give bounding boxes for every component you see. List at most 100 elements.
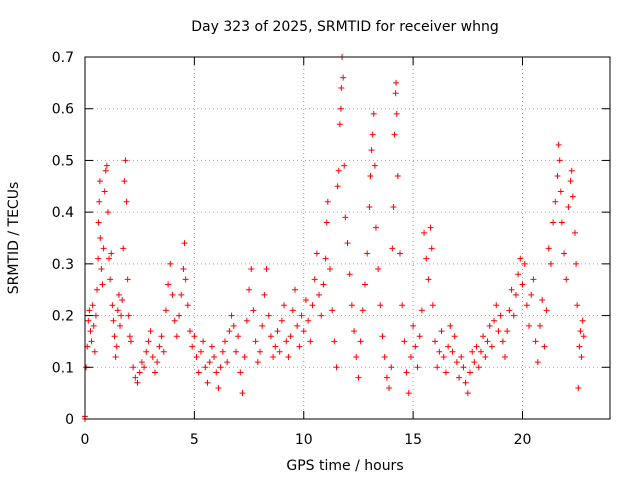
data-point [85,317,92,324]
data-point [160,348,167,355]
data-point [370,110,377,117]
data-point [506,307,513,314]
data-point [558,219,565,226]
data-point [171,317,178,324]
data-point [379,333,386,340]
data-point [327,266,333,273]
data-point [469,348,476,355]
data-point [217,364,224,371]
data-point [323,219,330,226]
data-point [254,359,261,366]
data-point [541,343,548,350]
data-point [300,328,307,335]
data-point [91,348,98,355]
data-point [340,74,347,81]
data-point [138,359,145,366]
data-point [447,322,454,329]
data-point [563,276,570,283]
data-point [464,390,471,397]
plot-frame [84,56,611,420]
data-point [471,359,478,366]
data-point [543,307,550,314]
data-point [259,322,266,329]
data-point [475,364,482,371]
data-point [122,157,129,164]
data-point [504,328,511,335]
data-point [149,353,156,360]
data-point [145,338,152,345]
data-point [193,353,200,360]
data-point [118,312,125,319]
x-tick-labels: 0 5 10 15 20 [81,432,532,448]
data-point [226,328,233,335]
data-point [104,209,111,216]
data-point [556,157,563,164]
data-point [195,369,202,376]
data-point [112,353,119,360]
data-point [88,338,95,345]
data-point [143,348,150,355]
data-point [359,307,366,314]
data-point [237,369,244,376]
data-point [126,333,133,340]
data-point [108,250,115,257]
data-point [364,250,371,257]
data-point [445,343,452,350]
data-point [165,281,172,288]
data-point [429,302,436,309]
data-point [528,291,535,298]
data-point [318,312,325,319]
x-tick-label: 10 [295,432,313,448]
data-point [575,384,582,391]
data-point [532,338,539,345]
y-tick-label: 0.6 [52,102,74,118]
data-point [285,353,292,360]
data-point [456,374,463,381]
data-point [394,172,401,179]
data-point [191,333,198,340]
data-point [296,343,303,350]
data-point [344,240,351,247]
data-point [480,333,487,340]
data-point [110,317,117,324]
data-point [337,105,344,112]
data-point [113,343,120,350]
data-point [136,369,143,376]
data-point [572,229,578,236]
data-point [169,291,176,298]
data-point [425,276,432,283]
y-tick-label: 0.4 [52,205,74,221]
data-point [508,286,515,293]
data-point [338,85,345,92]
data-point [180,266,187,273]
data-point [391,131,398,138]
data-point [568,167,575,174]
data-point [397,250,403,257]
data-point [393,79,400,86]
data-point [451,333,458,340]
data-point [141,364,148,371]
data-point [235,333,242,340]
data-point [239,390,246,397]
data-point [515,271,522,278]
grid-lines [85,57,610,419]
data-point [111,333,118,340]
data-point [502,353,508,360]
data-point [187,328,193,335]
y-tick-labels: 0 0.1 0.2 0.3 0.4 0.5 0.6 0.7 [52,50,74,428]
data-point [248,266,255,273]
data-point [215,384,222,391]
data-point [158,333,165,340]
data-point [567,178,574,185]
data-point [497,312,504,319]
data-point [434,364,441,371]
data-point [462,379,469,386]
data-point [246,286,253,293]
data-point [375,266,382,273]
y-axis-label: SRMTID / TECUs [6,182,22,295]
data-point [405,390,412,397]
data-point [98,266,105,273]
data-point [383,374,390,381]
data-point [377,302,384,309]
